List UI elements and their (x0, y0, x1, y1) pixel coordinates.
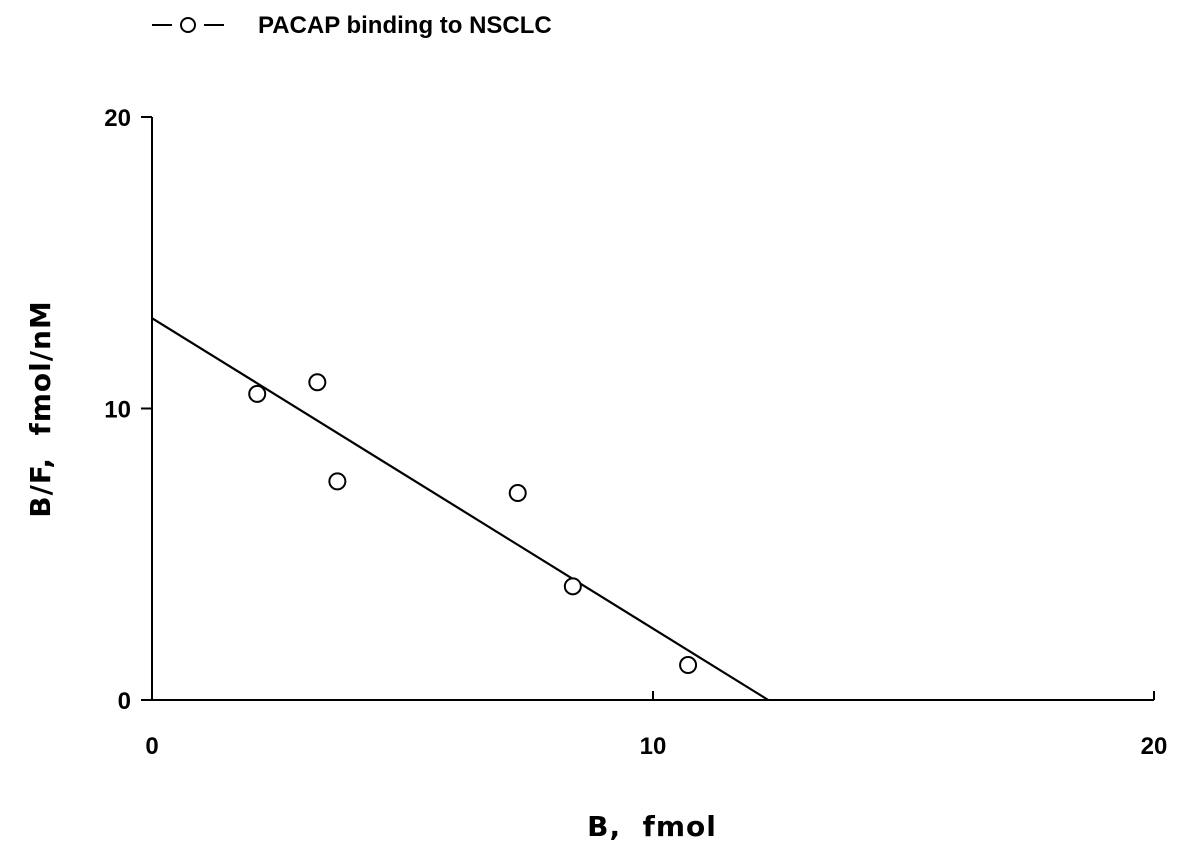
fit-line-group (151, 317, 769, 701)
tick-labels: 0 10 20 0 10 20 (104, 105, 1167, 760)
data-point (308, 373, 327, 392)
x-tick-label: 20 (1141, 733, 1168, 760)
x-axis-title: B, fmol (587, 810, 717, 843)
y-tick-label: 10 (104, 397, 131, 424)
legend-marker (180, 17, 196, 33)
data-point (508, 484, 527, 503)
data-point (328, 472, 347, 491)
x-tick-label: 10 (640, 733, 667, 760)
y-tick-label: 0 (118, 688, 131, 715)
data-point (563, 577, 582, 596)
data-point (248, 384, 267, 403)
data-point (679, 656, 698, 675)
legend: PACAP binding to NSCLC (152, 12, 552, 39)
regression-line (151, 317, 769, 701)
y-tick-label: 20 (104, 105, 131, 132)
x-tick-label: 0 (145, 733, 158, 760)
data-points (248, 373, 698, 675)
y-axis-title: B/F, fmol/nM (24, 300, 57, 518)
axes (141, 116, 1155, 701)
legend-label: PACAP binding to NSCLC (258, 12, 552, 39)
